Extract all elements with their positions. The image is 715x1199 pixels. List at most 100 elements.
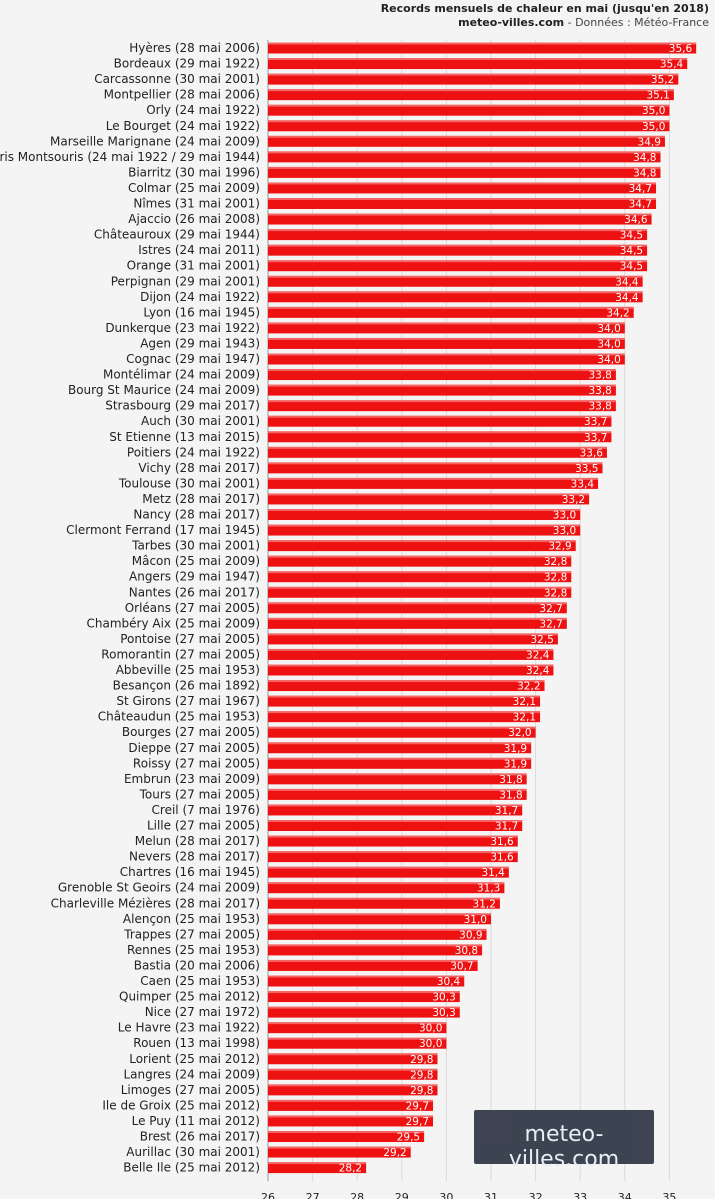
bar — [268, 244, 648, 256]
bar-highlight — [268, 42, 697, 45]
category-label: Carcassonne (30 mai 2001) — [94, 72, 260, 86]
bar-highlight — [268, 835, 518, 838]
bar-value-label: 32,0 — [508, 727, 531, 739]
bar-value-label: 34,4 — [615, 276, 639, 288]
bar-highlight — [268, 773, 527, 776]
category-label: Marseille Marignane (24 mai 2009) — [50, 134, 260, 148]
category-label: Melun (28 mai 2017) — [135, 834, 260, 848]
category-label: Lille (27 mai 2005) — [147, 819, 260, 833]
category-label: Orléans (27 mai 2005) — [125, 601, 260, 615]
bar — [268, 944, 483, 956]
x-tick-label: 30 — [439, 1191, 453, 1199]
bar — [268, 260, 648, 272]
bar-value-label: 30,0 — [419, 1023, 442, 1035]
category-label: Clermont Ferrand (17 mai 1945) — [66, 523, 260, 537]
bar-value-label: 31,9 — [504, 758, 527, 770]
bar — [268, 851, 518, 863]
bar-value-label: 29,5 — [397, 1132, 420, 1144]
category-label: Dijon (24 mai 1922) — [140, 290, 260, 304]
bar-highlight — [268, 462, 603, 465]
category-label: Rennes (25 mai 1953) — [127, 943, 260, 957]
category-label: Lorient (25 mai 2012) — [129, 1052, 260, 1066]
category-label: Dieppe (27 mai 2005) — [128, 741, 260, 755]
bar-highlight — [268, 882, 505, 885]
bar-highlight — [268, 897, 500, 900]
bar-highlight — [268, 198, 657, 200]
category-label: Bourges (27 mai 2005) — [122, 725, 260, 739]
bar-value-label: 32,2 — [517, 681, 540, 693]
bar-value-label: 29,8 — [410, 1054, 433, 1066]
bar-value-label: 33,0 — [553, 525, 576, 537]
bar — [268, 882, 505, 894]
bar-value-label: 31,0 — [464, 914, 487, 926]
bar-highlight — [268, 120, 670, 123]
x-tick-label: 29 — [395, 1191, 409, 1199]
bar-highlight — [268, 1068, 438, 1071]
bar-value-label: 31,6 — [490, 836, 514, 848]
bar-highlight — [268, 400, 616, 403]
bar-highlight — [268, 291, 643, 294]
bar — [268, 1006, 460, 1018]
bar-highlight — [268, 1084, 438, 1087]
bar — [268, 73, 679, 85]
bar-value-label: 35,6 — [669, 43, 693, 55]
bar-value-label: 30,7 — [450, 960, 473, 972]
bar-value-label: 35,2 — [651, 74, 674, 86]
category-label: Ajaccio (26 mai 2008) — [128, 212, 260, 226]
bar-value-label: 34,5 — [620, 245, 643, 257]
bar — [268, 477, 599, 489]
bar — [268, 369, 616, 381]
site-name: meteo-villes.com — [458, 16, 565, 29]
bar-highlight — [268, 742, 532, 745]
bar-value-label: 32,4 — [526, 665, 550, 677]
category-label: Auch (30 mai 2001) — [141, 414, 260, 428]
category-label: Caen (25 mai 1953) — [140, 974, 260, 988]
bar — [268, 742, 532, 754]
bar-highlight — [268, 306, 634, 309]
watermark-logo: meteo-villes.com — [474, 1110, 654, 1172]
bar — [268, 1037, 447, 1049]
category-label: Le Puy (11 mai 2012) — [132, 1114, 260, 1128]
bar-highlight — [268, 229, 648, 232]
category-label: Tours (27 mai 2005) — [139, 787, 260, 801]
bar-highlight — [268, 166, 661, 169]
bar-value-label: 34,6 — [624, 214, 648, 226]
x-tick-label: 26 — [261, 1191, 275, 1199]
bar-highlight — [268, 711, 541, 714]
bar-value-label: 34,0 — [597, 338, 620, 350]
category-label: Nice (27 mai 1972) — [145, 1005, 260, 1019]
bar-value-label: 31,7 — [495, 805, 518, 817]
category-label: Abbeville (25 mai 1953) — [116, 663, 260, 677]
bar — [268, 648, 554, 660]
bar-value-label: 33,7 — [584, 416, 607, 428]
bar-highlight — [268, 446, 607, 449]
category-label: Orange (31 mai 2001) — [127, 259, 260, 273]
bar-highlight — [268, 757, 532, 760]
bar-value-label: 32,1 — [513, 712, 536, 724]
category-label: Creil (7 mai 1976) — [152, 803, 260, 817]
bar — [268, 1053, 438, 1065]
bar-value-label: 34,4 — [615, 292, 639, 304]
bar — [268, 680, 545, 692]
category-label: Quimper (25 mai 2012) — [119, 990, 260, 1004]
bar-highlight — [268, 89, 674, 92]
category-label: Besançon (26 mai 1892) — [113, 679, 260, 693]
bar — [268, 58, 688, 70]
bar — [268, 104, 670, 116]
bar — [268, 182, 657, 194]
bar — [268, 337, 625, 349]
category-label: Angers (29 mai 1947) — [129, 570, 260, 584]
bar-value-label: 34,5 — [620, 261, 643, 273]
bar-highlight — [268, 540, 576, 543]
bar-value-label: 29,2 — [383, 1147, 406, 1159]
bar-value-label: 33,4 — [571, 478, 595, 490]
bar-value-label: 32,5 — [531, 634, 554, 646]
bar-value-label: 29,8 — [410, 1069, 433, 1081]
category-label: Nevers (28 mai 2017) — [129, 850, 260, 864]
bar-highlight — [268, 213, 652, 216]
bar — [268, 975, 465, 987]
bar — [268, 788, 527, 800]
bar — [268, 555, 572, 567]
bar — [268, 493, 590, 505]
bar — [268, 804, 523, 816]
